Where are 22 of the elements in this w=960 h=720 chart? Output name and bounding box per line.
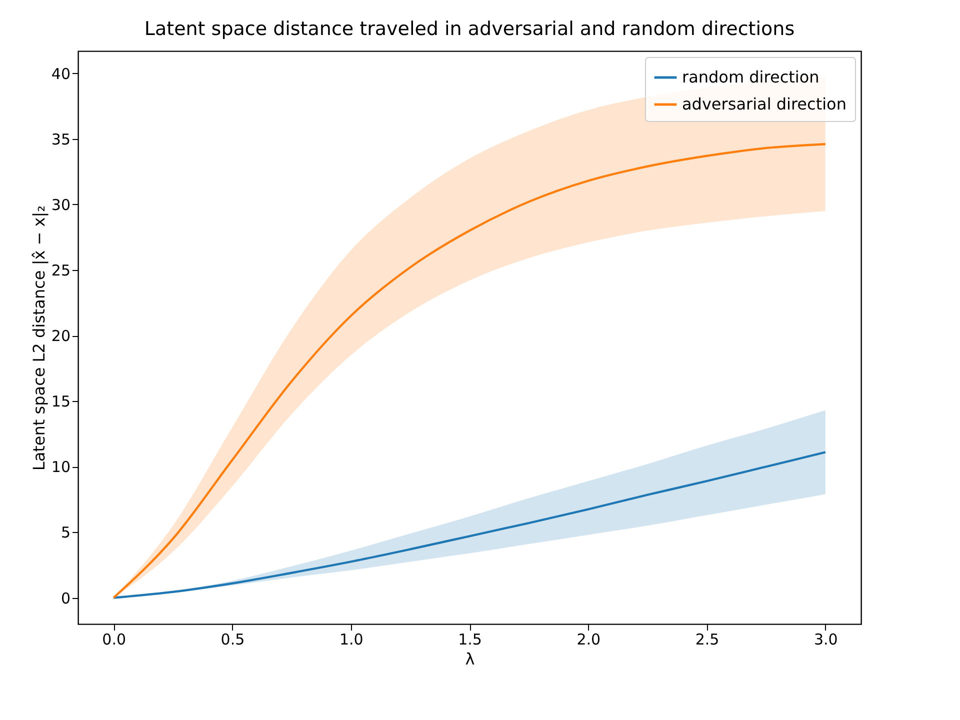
y-tick-label: 30 <box>51 196 70 214</box>
y-tick-label: 5 <box>60 524 70 542</box>
y-axis-title: Latent space L2 distance |x̂ − x|₂ <box>29 205 48 471</box>
x-tick-label: 2.5 <box>695 630 720 648</box>
y-tick-label: 15 <box>51 392 70 411</box>
x-tick-label: 1.5 <box>458 630 482 648</box>
y-tick-label: 40 <box>51 64 70 83</box>
line-series <box>112 451 827 599</box>
legend-label: random direction <box>682 68 820 86</box>
legend-label: adversarial direction <box>682 94 846 114</box>
y-tick-label: 10 <box>51 458 70 476</box>
x-tick-label: 3.0 <box>814 630 838 648</box>
x-tick-label: 1.0 <box>339 630 364 648</box>
y-tick-label: 20 <box>51 327 70 346</box>
x-tick-label: 0.5 <box>220 630 245 648</box>
x-tick-label: 0.0 <box>102 630 126 648</box>
x-tick-label: 2.0 <box>576 630 601 648</box>
y-tick-label: 25 <box>51 261 70 280</box>
x-axis-title: λ <box>465 650 475 668</box>
y-tick-label: 35 <box>51 130 70 148</box>
y-tick-label: 0 <box>60 589 70 608</box>
chart-title: Latent space distance traveled in adversarial and random directions <box>144 18 795 40</box>
